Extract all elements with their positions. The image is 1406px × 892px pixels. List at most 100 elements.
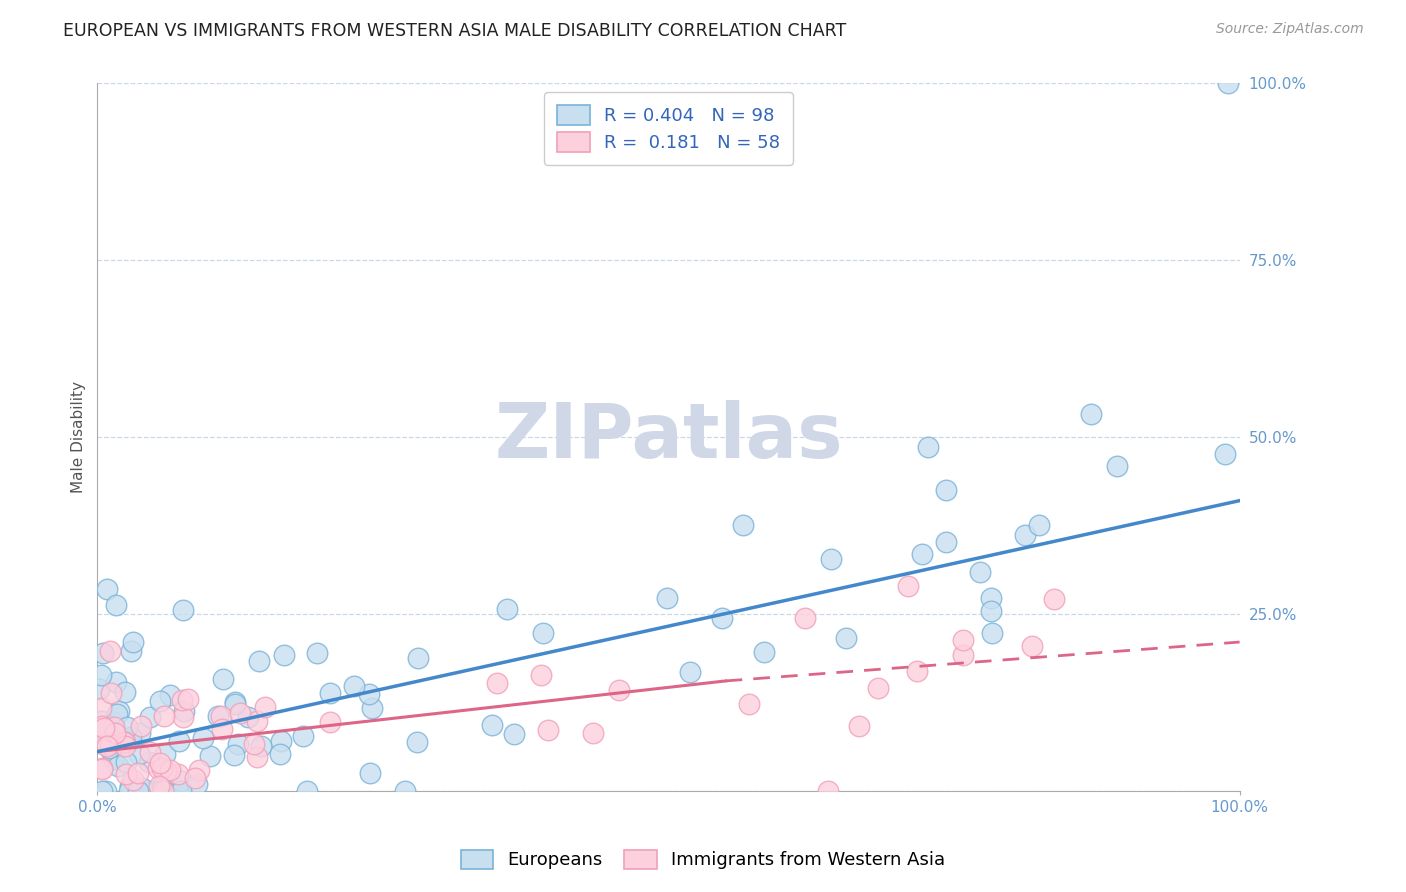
Point bbox=[905, 664, 928, 678]
Point bbox=[246, 750, 269, 764]
Point bbox=[172, 710, 194, 724]
Point bbox=[90, 714, 112, 729]
Point bbox=[305, 646, 328, 660]
Point bbox=[89, 682, 111, 697]
Point bbox=[655, 591, 678, 606]
Point bbox=[139, 745, 162, 759]
Point bbox=[359, 766, 381, 780]
Point bbox=[93, 721, 115, 735]
Point bbox=[361, 700, 384, 714]
Point bbox=[131, 781, 153, 796]
Point bbox=[173, 704, 195, 718]
Point bbox=[139, 710, 162, 724]
Point bbox=[150, 762, 173, 776]
Point bbox=[115, 756, 138, 770]
Point bbox=[935, 535, 957, 549]
Point bbox=[868, 681, 890, 695]
Point bbox=[149, 694, 172, 708]
Point bbox=[155, 764, 177, 778]
Point bbox=[1021, 639, 1043, 653]
Point bbox=[149, 783, 172, 797]
Point bbox=[1080, 407, 1102, 421]
Point bbox=[817, 783, 839, 797]
Point bbox=[502, 727, 524, 741]
Point bbox=[533, 625, 555, 640]
Point bbox=[582, 726, 605, 740]
Point bbox=[820, 552, 842, 566]
Point bbox=[184, 771, 207, 785]
Point bbox=[172, 602, 194, 616]
Legend: Europeans, Immigrants from Western Asia: Europeans, Immigrants from Western Asia bbox=[451, 840, 955, 879]
Point bbox=[1107, 458, 1129, 473]
Point bbox=[98, 740, 121, 755]
Point bbox=[148, 779, 170, 793]
Point bbox=[270, 734, 292, 748]
Point bbox=[112, 735, 135, 749]
Point bbox=[537, 723, 560, 737]
Point bbox=[952, 648, 974, 663]
Point bbox=[94, 783, 117, 797]
Point bbox=[114, 734, 136, 748]
Point bbox=[96, 582, 118, 597]
Point bbox=[917, 440, 939, 454]
Point bbox=[120, 779, 142, 793]
Point bbox=[149, 756, 172, 770]
Point bbox=[152, 778, 174, 792]
Point bbox=[752, 645, 775, 659]
Point bbox=[187, 763, 209, 777]
Point bbox=[93, 723, 115, 738]
Point bbox=[848, 719, 870, 733]
Point bbox=[118, 783, 141, 797]
Point bbox=[100, 686, 122, 700]
Text: EUROPEAN VS IMMIGRANTS FROM WESTERN ASIA MALE DISABILITY CORRELATION CHART: EUROPEAN VS IMMIGRANTS FROM WESTERN ASIA… bbox=[63, 22, 846, 40]
Point bbox=[146, 761, 169, 775]
Point bbox=[910, 547, 932, 561]
Point bbox=[980, 604, 1002, 618]
Point bbox=[394, 783, 416, 797]
Point bbox=[100, 722, 122, 736]
Point bbox=[169, 733, 191, 747]
Point bbox=[738, 697, 761, 711]
Text: Source: ZipAtlas.com: Source: ZipAtlas.com bbox=[1216, 22, 1364, 37]
Point bbox=[530, 668, 553, 682]
Point bbox=[91, 646, 114, 660]
Point bbox=[249, 739, 271, 754]
Point bbox=[246, 714, 269, 728]
Point bbox=[105, 706, 128, 721]
Point bbox=[254, 700, 277, 714]
Point bbox=[607, 682, 630, 697]
Point bbox=[142, 783, 165, 797]
Point bbox=[121, 644, 143, 658]
Point bbox=[170, 693, 193, 707]
Point bbox=[107, 758, 129, 772]
Point bbox=[1218, 77, 1240, 91]
Legend: R = 0.404   N = 98, R =  0.181   N = 58: R = 0.404 N = 98, R = 0.181 N = 58 bbox=[544, 93, 793, 165]
Point bbox=[159, 764, 181, 778]
Point bbox=[243, 738, 266, 752]
Point bbox=[481, 717, 503, 731]
Point bbox=[1042, 591, 1064, 606]
Point bbox=[238, 710, 260, 724]
Point bbox=[209, 709, 232, 723]
Point bbox=[247, 654, 270, 668]
Point bbox=[127, 783, 149, 797]
Point bbox=[104, 726, 127, 740]
Point bbox=[793, 610, 815, 624]
Point bbox=[292, 729, 315, 743]
Point bbox=[226, 738, 249, 752]
Point bbox=[186, 777, 208, 791]
Point bbox=[118, 734, 141, 748]
Point bbox=[198, 748, 221, 763]
Point bbox=[90, 667, 112, 681]
Point bbox=[96, 739, 118, 753]
Point bbox=[128, 747, 150, 761]
Point bbox=[101, 714, 124, 729]
Point bbox=[486, 676, 509, 690]
Point bbox=[159, 688, 181, 702]
Point bbox=[835, 631, 858, 645]
Point bbox=[733, 518, 755, 533]
Point bbox=[120, 730, 142, 744]
Point bbox=[319, 715, 342, 730]
Point bbox=[129, 726, 152, 740]
Point bbox=[114, 685, 136, 699]
